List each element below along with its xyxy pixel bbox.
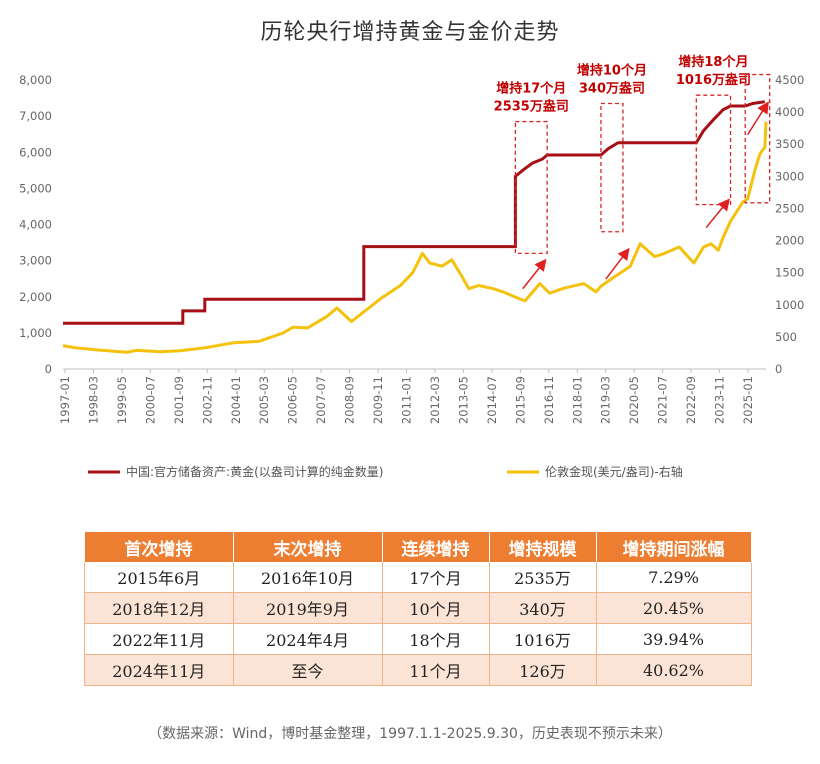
cell-scale: 126万 [489, 654, 597, 686]
y-left-tick-label: 7,000 [19, 109, 52, 123]
y-right-tick-label: 4500 [775, 73, 804, 87]
x-tick-label: 2011-01 [400, 376, 414, 424]
x-tick-label: 2013-05 [456, 376, 470, 424]
header-first-buy: 首次增持 [84, 532, 234, 562]
x-tick-label: 1997-01 [58, 376, 72, 424]
trend-arrow [747, 101, 769, 135]
cell-last-buy: 至今 [233, 654, 383, 686]
cell-first-buy: 2024年11月 [84, 654, 234, 686]
x-tick-label: 2019-03 [599, 376, 613, 424]
table-row: 2022年11月 2024年4月 18个月 1016万 39.94% [84, 623, 752, 655]
y-left-tick-label: 1,000 [19, 326, 52, 340]
y-left-tick-label: 3,000 [19, 254, 52, 268]
y-right-tick-label: 500 [775, 330, 797, 344]
annotation-duration: 增持17个月 [496, 81, 566, 97]
x-tick-label: 2020-05 [627, 376, 641, 424]
cell-duration: 18个月 [382, 623, 490, 655]
x-tick-label: 2007-07 [314, 376, 328, 424]
annotation-scale: 340万盎司 [579, 80, 645, 96]
cell-gain: 39.94% [596, 623, 752, 655]
annotation-box [514, 120, 548, 255]
x-tick-label: 2005-03 [257, 376, 271, 424]
cell-gain: 40.62% [596, 654, 752, 686]
y-left-tick-label: 8,000 [19, 73, 52, 87]
header-last-buy: 末次增持 [233, 532, 383, 562]
cell-last-buy: 2019年9月 [233, 592, 383, 624]
y-right-tick-label: 0 [775, 362, 782, 376]
cell-first-buy: 2018年12月 [84, 592, 234, 624]
legend-holdings-label: 中国:官方储备资产:黄金(以盎司计算的纯金数量) [126, 464, 383, 479]
y-left-tick-label: 5,000 [19, 181, 52, 195]
table-header-row: 首次增持 末次增持 连续增持 增持规模 增持期间涨幅 [84, 532, 752, 562]
chart-title: 历轮央行增持黄金与金价走势 [260, 20, 560, 45]
x-tick-label: 2023-11 [713, 376, 727, 424]
annotation-box [744, 73, 771, 204]
cell-gain: 20.45% [596, 592, 752, 624]
cell-duration: 17个月 [382, 562, 490, 593]
y-right-tick-label: 2500 [775, 201, 804, 215]
cell-scale: 1016万 [489, 623, 597, 655]
cell-first-buy: 2015年6月 [84, 562, 234, 593]
x-tick-label: 2001-09 [172, 376, 186, 424]
cell-duration: 11个月 [382, 654, 490, 686]
cell-last-buy: 2016年10月 [233, 562, 383, 593]
y-right-tick-label: 1000 [775, 298, 804, 312]
table-row: 2015年6月 2016年10月 17个月 2535万 7.29% [84, 562, 752, 593]
x-tick-label: 2002-11 [200, 376, 214, 424]
x-tick-label: 2009-11 [371, 376, 385, 424]
y-right-tick-label: 3000 [775, 169, 804, 183]
y-left-tick-label: 6,000 [19, 145, 52, 159]
x-tick-label: 2006-05 [286, 376, 300, 424]
header-gain: 增持期间涨幅 [596, 532, 752, 562]
x-tick-label: 2012-03 [428, 376, 442, 424]
annotation-duration: 增持18个月 [678, 54, 748, 70]
cell-duration: 10个月 [382, 592, 490, 624]
y-right-tick-label: 1500 [775, 266, 804, 280]
y-right-tick-label: 4000 [775, 105, 804, 119]
x-tick-label: 2021-07 [656, 376, 670, 424]
x-tick-label: 2018-01 [570, 376, 584, 424]
annotation-box [695, 94, 732, 206]
trend-arrow [705, 198, 730, 229]
x-tick-label: 1999-05 [115, 376, 129, 424]
annotation-scale: 2535万盎司 [494, 99, 569, 115]
x-tick-label: 2022-09 [684, 376, 698, 424]
y-right-tick-label: 3500 [775, 137, 804, 151]
cell-gain: 7.29% [596, 562, 752, 593]
source-note: （数据来源：Wind，博时基金整理，1997.1.1-2025.9.30，历史表… [148, 726, 672, 742]
y-right-tick-label: 2000 [775, 234, 804, 248]
cell-last-buy: 2024年4月 [233, 623, 383, 655]
cell-first-buy: 2022年11月 [84, 623, 234, 655]
gold-holdings-line [63, 100, 766, 325]
summary-table: 首次增持 末次增持 连续增持 增持规模 增持期间涨幅 2015年6月 2016年… [84, 532, 752, 686]
cell-scale: 2535万 [489, 562, 597, 593]
trend-arrow [522, 258, 547, 290]
gold-price-line [62, 121, 768, 354]
table-row: 2024年11月 至今 11个月 126万 40.62% [84, 654, 752, 686]
y-left-tick-label: 2,000 [19, 290, 52, 304]
chart-area: 0 1,000 2,000 3,000 4,000 5,000 6,000 7,000 8,00… [19, 54, 804, 479]
x-tick-label: 2004-01 [229, 376, 243, 424]
header-duration: 连续增持 [382, 532, 490, 562]
x-tick-label: 2014-07 [485, 376, 499, 424]
annotation-box [600, 102, 624, 233]
legend-price-label: 伦敦金现(美元/盎司)-右轴 [545, 464, 683, 479]
x-tick-label: 2008-09 [343, 376, 357, 424]
header-scale: 增持规模 [489, 532, 597, 562]
x-tick-label: 2000-07 [143, 376, 157, 424]
x-tick-label: 2025-01 [741, 376, 755, 424]
x-tick-label: 1998-03 [86, 376, 100, 424]
y-left-tick-label: 4,000 [19, 218, 52, 232]
annotation-scale: 1016万盎司 [676, 72, 751, 88]
annotation-duration: 增持10个月 [577, 62, 647, 78]
table-row: 2018年12月 2019年9月 10个月 340万 20.45% [84, 592, 752, 624]
trend-arrow [605, 247, 630, 280]
x-tick-label: 2016-11 [542, 376, 556, 424]
x-tick-label: 2015-09 [513, 376, 527, 424]
y-left-tick-label: 0 [45, 362, 52, 376]
cell-scale: 340万 [489, 592, 597, 624]
